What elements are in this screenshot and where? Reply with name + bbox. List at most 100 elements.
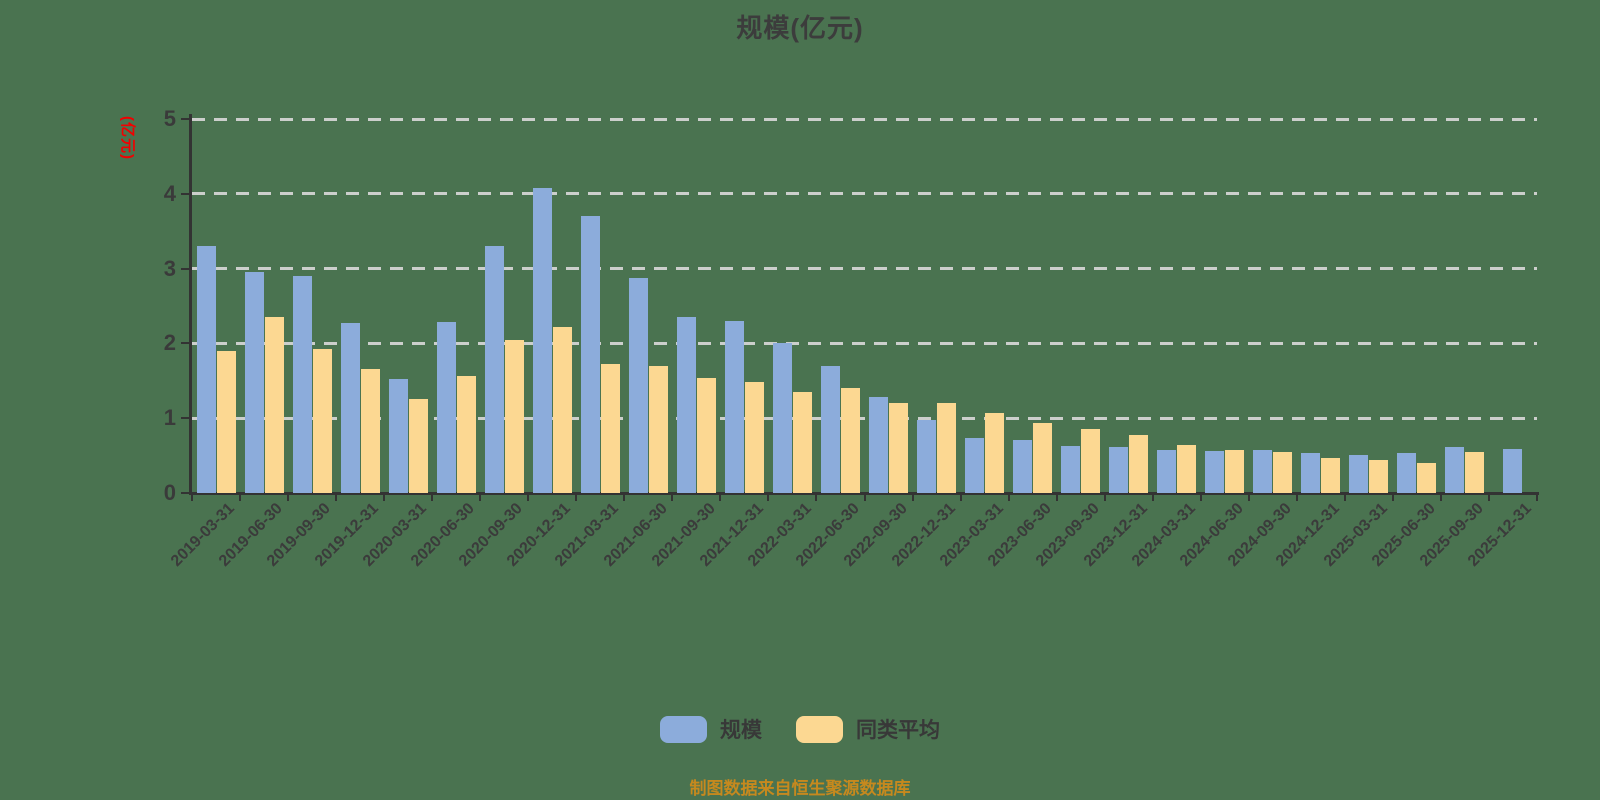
bar-peer-average[interactable] [985,413,1005,493]
bar-peer-average[interactable] [1273,451,1293,493]
category-slot [192,119,240,493]
bar-peer-average[interactable] [552,326,572,493]
legend-swatch-peer-average [796,715,843,743]
bar-scale[interactable] [340,323,360,493]
x-axis-tick [1391,494,1394,501]
y-gridline [192,341,1537,345]
bar-peer-average[interactable] [1369,460,1389,493]
x-axis-tick [1295,494,1298,501]
bar-peer-average[interactable] [696,377,716,493]
x-axis-tick [1103,494,1106,501]
bar-peer-average[interactable] [936,402,956,493]
bar-scale[interactable] [676,316,696,493]
category-slot [1297,119,1345,493]
y-gridline [192,267,1537,271]
x-axis-tick [479,494,482,501]
category-slot [432,119,480,493]
plot-area [192,119,1537,493]
bar-scale[interactable] [484,246,504,493]
category-slot [240,119,288,493]
bar-scale[interactable] [292,276,312,493]
y-axis-tick [181,417,190,420]
bar-peer-average[interactable] [1033,422,1053,493]
category-slot [576,119,624,493]
bar-scale[interactable] [965,438,985,493]
legend-item-peer-average[interactable]: 同类平均 [796,714,940,744]
category-slot [864,119,912,493]
bar-scale[interactable] [916,420,936,493]
y-axis-unit-label: (亿元) [119,116,136,160]
bar-peer-average[interactable] [648,365,668,493]
bar-scale[interactable] [1397,453,1417,493]
x-axis-tick [815,494,818,501]
bar-scale[interactable] [532,187,552,493]
bar-peer-average[interactable] [1177,445,1197,493]
bar-peer-average[interactable] [312,348,332,493]
bar-scale[interactable] [1349,454,1369,493]
y-axis-tick-label: 4 [163,180,176,206]
bar-scale[interactable] [628,278,648,493]
bar-peer-average[interactable] [264,317,284,493]
y-axis-tick-label: 0 [163,480,176,505]
bar-scale[interactable] [388,379,408,493]
bar-peer-average[interactable] [1321,457,1341,493]
bar-peer-average[interactable] [600,363,620,493]
category-slot [1009,119,1057,493]
category-slot [816,119,864,493]
bar-peer-average[interactable] [1129,435,1149,493]
bar-scale[interactable] [1109,447,1129,493]
bar-peer-average[interactable] [1081,428,1101,493]
y-axis-tick-label: 2 [163,330,176,356]
bar-peer-average[interactable] [1465,451,1485,493]
y-gridline [192,192,1537,196]
bar-scale[interactable] [1205,451,1225,493]
bar-scale[interactable] [1503,448,1523,493]
x-axis-tick [911,494,914,501]
bar-peer-average[interactable] [216,350,236,493]
bar-scale[interactable] [1253,449,1273,493]
bar-scale[interactable] [820,365,840,493]
x-axis-tick [767,494,770,501]
category-slot [1441,119,1489,493]
category-slot [768,119,816,493]
y-axis-tick-label: 3 [163,255,176,281]
bar-peer-average[interactable] [888,402,908,493]
legend-item-scale[interactable]: 规模 [660,714,762,744]
x-axis-tick [719,494,722,501]
bar-peer-average[interactable] [504,339,524,493]
bar-scale[interactable] [196,246,216,493]
x-axis-tick [287,494,290,501]
y-axis-tick [181,192,190,195]
bar-scale[interactable] [1301,453,1321,493]
bar-peer-average[interactable] [792,392,812,493]
x-axis-tick [1247,494,1250,501]
category-slot [1201,119,1249,493]
category-slot [1489,119,1537,493]
bar-scale[interactable] [436,321,456,493]
bar-scale[interactable] [1445,446,1465,493]
bar-scale[interactable] [580,216,600,493]
bar-peer-average[interactable] [840,388,860,493]
bar-peer-average[interactable] [1417,463,1437,493]
bar-peer-average[interactable] [1225,449,1245,493]
bar-peer-average[interactable] [360,368,380,493]
bar-peer-average[interactable] [456,375,476,493]
x-axis-tick [959,494,962,501]
bar-scale[interactable] [772,343,792,493]
bar-peer-average[interactable] [744,381,764,493]
x-axis-tick [575,494,578,501]
bar-scale[interactable] [868,397,888,493]
y-axis-line [189,114,192,495]
x-axis-tick [1536,494,1538,501]
bar-scale[interactable] [1013,439,1033,493]
bar-scale[interactable] [1157,449,1177,493]
x-axis-tick [1151,494,1154,501]
bar-scale[interactable] [244,271,264,493]
y-axis-tick [181,342,190,345]
x-axis-line [189,492,1539,495]
x-axis-tick [239,494,242,501]
bar-scale[interactable] [724,321,744,493]
bar-scale[interactable] [1061,445,1081,493]
bar-peer-average[interactable] [408,398,428,493]
